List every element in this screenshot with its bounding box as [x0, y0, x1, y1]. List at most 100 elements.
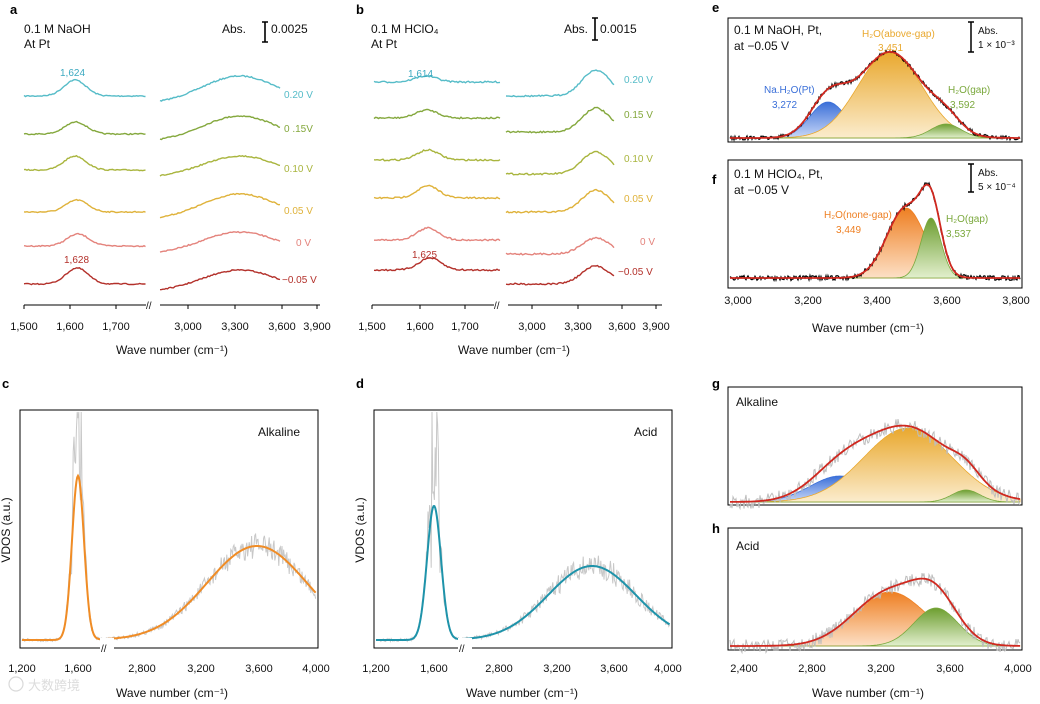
panel-b-xtick-5: 3,600	[608, 321, 636, 333]
panel-b-scale-value: 0.0015	[600, 22, 637, 36]
panel-a-xtick-2: 1,700	[102, 321, 130, 333]
panel-a-scale-value: 0.0025	[271, 22, 308, 36]
panel-a-xtick-0: 1,500	[10, 321, 38, 333]
panel-g: g Alkaline	[712, 376, 1023, 511]
panel-f-comp-1-center: 3,537	[946, 229, 971, 240]
panel-a-label-0: 0.20 V	[284, 90, 313, 101]
panel-b: b 0.1 M HClO₄ At Pt Abs. 0.0015 1,614 1,…	[356, 2, 670, 357]
panel-f-xtick-2: 3,400	[863, 295, 891, 307]
panel-f-scale-value: 5 × 10⁻⁴	[978, 182, 1016, 193]
panel-f-scale-label: Abs.	[978, 168, 998, 179]
b-traces-right-0	[505, 69, 615, 98]
b-traces-right-1	[505, 106, 615, 134]
panel-d-letter: d	[356, 376, 364, 391]
b-traces-left-3	[373, 184, 501, 200]
panel-a-x-axis: // 1,500 1,600 1,700 3,000 3,300 3,600 3…	[10, 301, 331, 357]
panel-c-xtick-4: 3,600	[245, 663, 273, 675]
panel-b-title-1: 0.1 M HClO₄	[371, 22, 439, 36]
b-traces-right-5	[505, 264, 615, 286]
f-plot-fit	[730, 183, 1020, 279]
panel-b-label-3: 0.05 V	[624, 194, 653, 205]
b-traces-left-1	[373, 108, 501, 120]
a-traces-right-1	[159, 115, 281, 141]
panel-c-xtick-2: 2,800	[128, 663, 156, 675]
panel-b-peak-top: 1,614	[408, 69, 433, 80]
panel-a-xlabel: Wave number (cm⁻¹)	[116, 343, 228, 357]
panel-e-frame	[727, 17, 1023, 143]
panel-f-xtick-4: 3,800	[1002, 295, 1030, 307]
a-traces-left-1	[23, 120, 146, 136]
panel-a-label-2: 0.10 V	[284, 164, 313, 175]
panel-b-letter: b	[356, 2, 364, 17]
panel-d-x-axis: // 1,200 1,600 2,800 3,200 3,600 4,000 W…	[362, 638, 682, 700]
panel-c-xtick-5: 4,000	[302, 663, 330, 675]
panel-g-label: Alkaline	[736, 395, 778, 409]
panel-a-letter: a	[10, 2, 18, 17]
panel-e-comp-1-center: 3,451	[878, 43, 903, 54]
panel-e-letter: e	[712, 0, 719, 15]
panel-h-frame	[727, 527, 1023, 651]
panel-e-title-1: 0.1 M NaOH, Pt,	[734, 23, 822, 37]
watermark-logo-icon	[8, 676, 24, 692]
g-plot-fit	[730, 424, 1021, 503]
a-traces-left-0	[23, 78, 146, 98]
panel-e-comp-2-name: H₂O(gap)	[948, 85, 990, 96]
panel-b-xtick-6: 3,900	[642, 321, 670, 333]
panel-g-frame	[727, 386, 1023, 506]
panel-a-peak-bottom: 1,628	[64, 255, 89, 266]
b-traces-left-0	[373, 74, 501, 84]
panel-f-frame	[727, 159, 1023, 289]
panel-b-xtick-3: 3,000	[518, 321, 546, 333]
panel-b-xtick-1: 1,600	[406, 321, 434, 333]
panel-d-axis-break: //	[459, 644, 465, 655]
panel-f-xtick-3: 3,600	[933, 295, 961, 307]
panel-f-x-axis: 3,000 3,200 3,400 3,600 3,800 Wave numbe…	[724, 295, 1030, 335]
panel-b-title-2: At Pt	[371, 37, 398, 51]
watermark: 大数跨境	[8, 676, 80, 693]
panel-c-xtick-1: 1,600	[64, 663, 92, 675]
panel-b-label-5: −0.05 V	[618, 267, 653, 278]
panel-h-plot	[729, 572, 1021, 655]
panel-b-traces	[373, 69, 615, 286]
panel-c-ylabel: VDOS (a.u.)	[0, 497, 13, 562]
h-plot-fit	[730, 577, 1020, 647]
panel-b-label-1: 0.15 V	[624, 110, 653, 121]
panel-a-title-1: 0.1 M NaOH	[24, 22, 91, 36]
panel-d-xtick-3: 3,200	[543, 663, 571, 675]
panel-f-comp-1-name: H₂O(gap)	[946, 214, 988, 225]
panel-d: d Acid VDOS (a.u.) // 1,200 1,600 2,800 …	[353, 376, 682, 700]
a-traces-right-4	[159, 230, 281, 253]
panel-c-letter: c	[2, 376, 9, 391]
panel-f-xlabel: Wave number (cm⁻¹)	[812, 321, 924, 335]
panel-e-comp-0-center: 3,272	[772, 100, 797, 111]
panel-d-label: Acid	[634, 425, 657, 439]
panel-h-x-axis: 2,400 2,800 3,200 3,600 4,000 Wave numbe…	[730, 663, 1032, 700]
panel-a-axis-break: //	[146, 301, 152, 312]
panel-a-traces	[23, 74, 281, 291]
panel-f-xtick-1: 3,200	[794, 295, 822, 307]
a-traces-left-3	[23, 198, 146, 214]
panel-a-xtick-4: 3,300	[221, 321, 249, 333]
panel-c-xtick-3: 3,200	[187, 663, 215, 675]
panel-e-comp-0-name: Na.H₂O(Pt)	[764, 85, 815, 96]
panel-b-x-axis: // 1,500 1,600 1,700 3,000 3,300 3,600 3…	[358, 301, 670, 357]
panel-d-xtick-5: 4,000	[654, 663, 682, 675]
panel-f: f 0.1 M HClO₄, Pt, at −0.05 V Abs. 5 × 1…	[712, 159, 1030, 335]
a-traces-right-5	[159, 268, 281, 291]
panel-c-x-axis: // 1,200 1,600 2,800 3,200 3,600 4,000 W…	[8, 638, 330, 700]
panel-d-xtick-4: 3,600	[600, 663, 628, 675]
panel-d-xlabel: Wave number (cm⁻¹)	[466, 686, 578, 700]
panel-d-xtick-0: 1,200	[362, 663, 390, 675]
panel-a-scale-bar	[262, 21, 268, 43]
panel-h-xtick-2: 3,200	[867, 663, 895, 675]
panel-b-peak-bottom: 1,625	[412, 250, 437, 261]
panel-b-axis-break: //	[494, 301, 500, 312]
panel-f-title-1: 0.1 M HClO₄, Pt,	[734, 167, 823, 181]
panel-b-label-0: 0.20 V	[624, 75, 653, 86]
panel-f-xtick-0: 3,000	[724, 295, 752, 307]
panel-c-axis-break: //	[101, 644, 107, 655]
panel-c-xtick-0: 1,200	[8, 663, 36, 675]
panel-a-xtick-3: 3,000	[174, 321, 202, 333]
a-traces-right-0	[159, 74, 281, 102]
